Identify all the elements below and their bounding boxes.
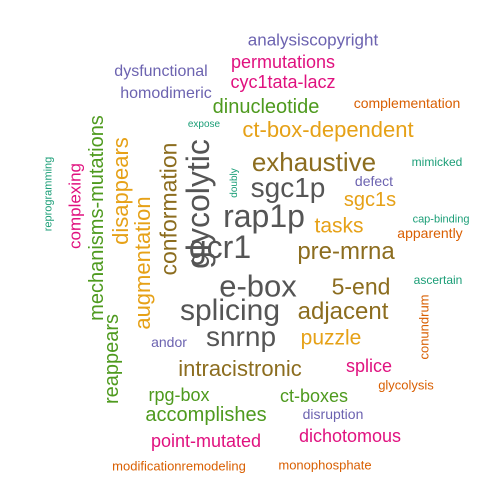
word-exhaustive: exhaustive (251, 147, 377, 177)
word-complexing: complexing (65, 163, 85, 249)
word-rap1p: rap1p (223, 198, 305, 234)
word-defect: defect (354, 173, 394, 189)
word-splicing: splicing (179, 294, 281, 327)
word-cap-binding: cap-binding (412, 213, 470, 226)
word-accomplishes: accomplishes (145, 404, 267, 426)
word-glycolytic: glycolytic (180, 139, 216, 269)
word-monophosphate: monophosphate (278, 457, 372, 473)
word-expose: expose (187, 119, 221, 130)
word-mechanisms-mutations: mechanisms-mutations (86, 115, 108, 321)
word-dinucleotide: dinucleotide (212, 96, 320, 118)
word-dysfunctional: dysfunctional (114, 63, 208, 80)
word-intracistronic: intracistronic (178, 356, 302, 381)
word-gcr1: gcr1 (188, 229, 252, 265)
word-mimicked: mimicked (411, 155, 463, 169)
word-dichotomous: dichotomous (298, 426, 402, 446)
word-e-box: e-box (219, 268, 297, 304)
word-sgc1s: sgc1s (343, 189, 397, 211)
word-conundrum: conundrum (416, 294, 432, 360)
word-permutations: permutations (230, 52, 336, 72)
word-point-mutated: point-mutated (150, 431, 262, 451)
word-5-end: 5-end (331, 273, 391, 300)
word-snrnp: snrnp (205, 321, 277, 352)
word-pre-mrna: pre-mrna (297, 238, 395, 265)
word-doubly: doubly (229, 168, 240, 198)
word-complementation: complementation (353, 95, 461, 111)
word-apparently: apparently (397, 225, 463, 241)
word-homodimeric: homodimeric (120, 85, 212, 102)
word-reappears: reappears (101, 313, 123, 405)
word-reprogramming: reprogramming (42, 156, 55, 232)
word-conformation: conformation (155, 142, 182, 276)
word-modificationremodeling: modificationremodeling (112, 458, 246, 474)
word-adjacent: adjacent (297, 298, 389, 325)
word-augmentation: augmentation (130, 196, 155, 330)
word-puzzle: puzzle (300, 326, 362, 350)
word-disappears: disappears (108, 137, 133, 245)
word-splice: splice (345, 356, 393, 376)
word-cyc1tata-lacz: cyc1tata-lacz (230, 72, 336, 92)
word-ct-box-dependent: ct-box-dependent (242, 117, 414, 142)
word-ascertain: ascertain (413, 273, 463, 287)
word-sgc1p: sgc1p (250, 172, 326, 203)
word-andor: andor (151, 334, 187, 350)
word-tasks: tasks (314, 214, 364, 238)
word-glycolysis: glycolysis (378, 377, 434, 393)
word-rpg-box: rpg-box (148, 385, 210, 405)
word-ct-boxes: ct-boxes (279, 386, 349, 406)
word-disruption: disruption (302, 406, 364, 422)
word-analysiscopyright: analysiscopyright (247, 30, 379, 50)
